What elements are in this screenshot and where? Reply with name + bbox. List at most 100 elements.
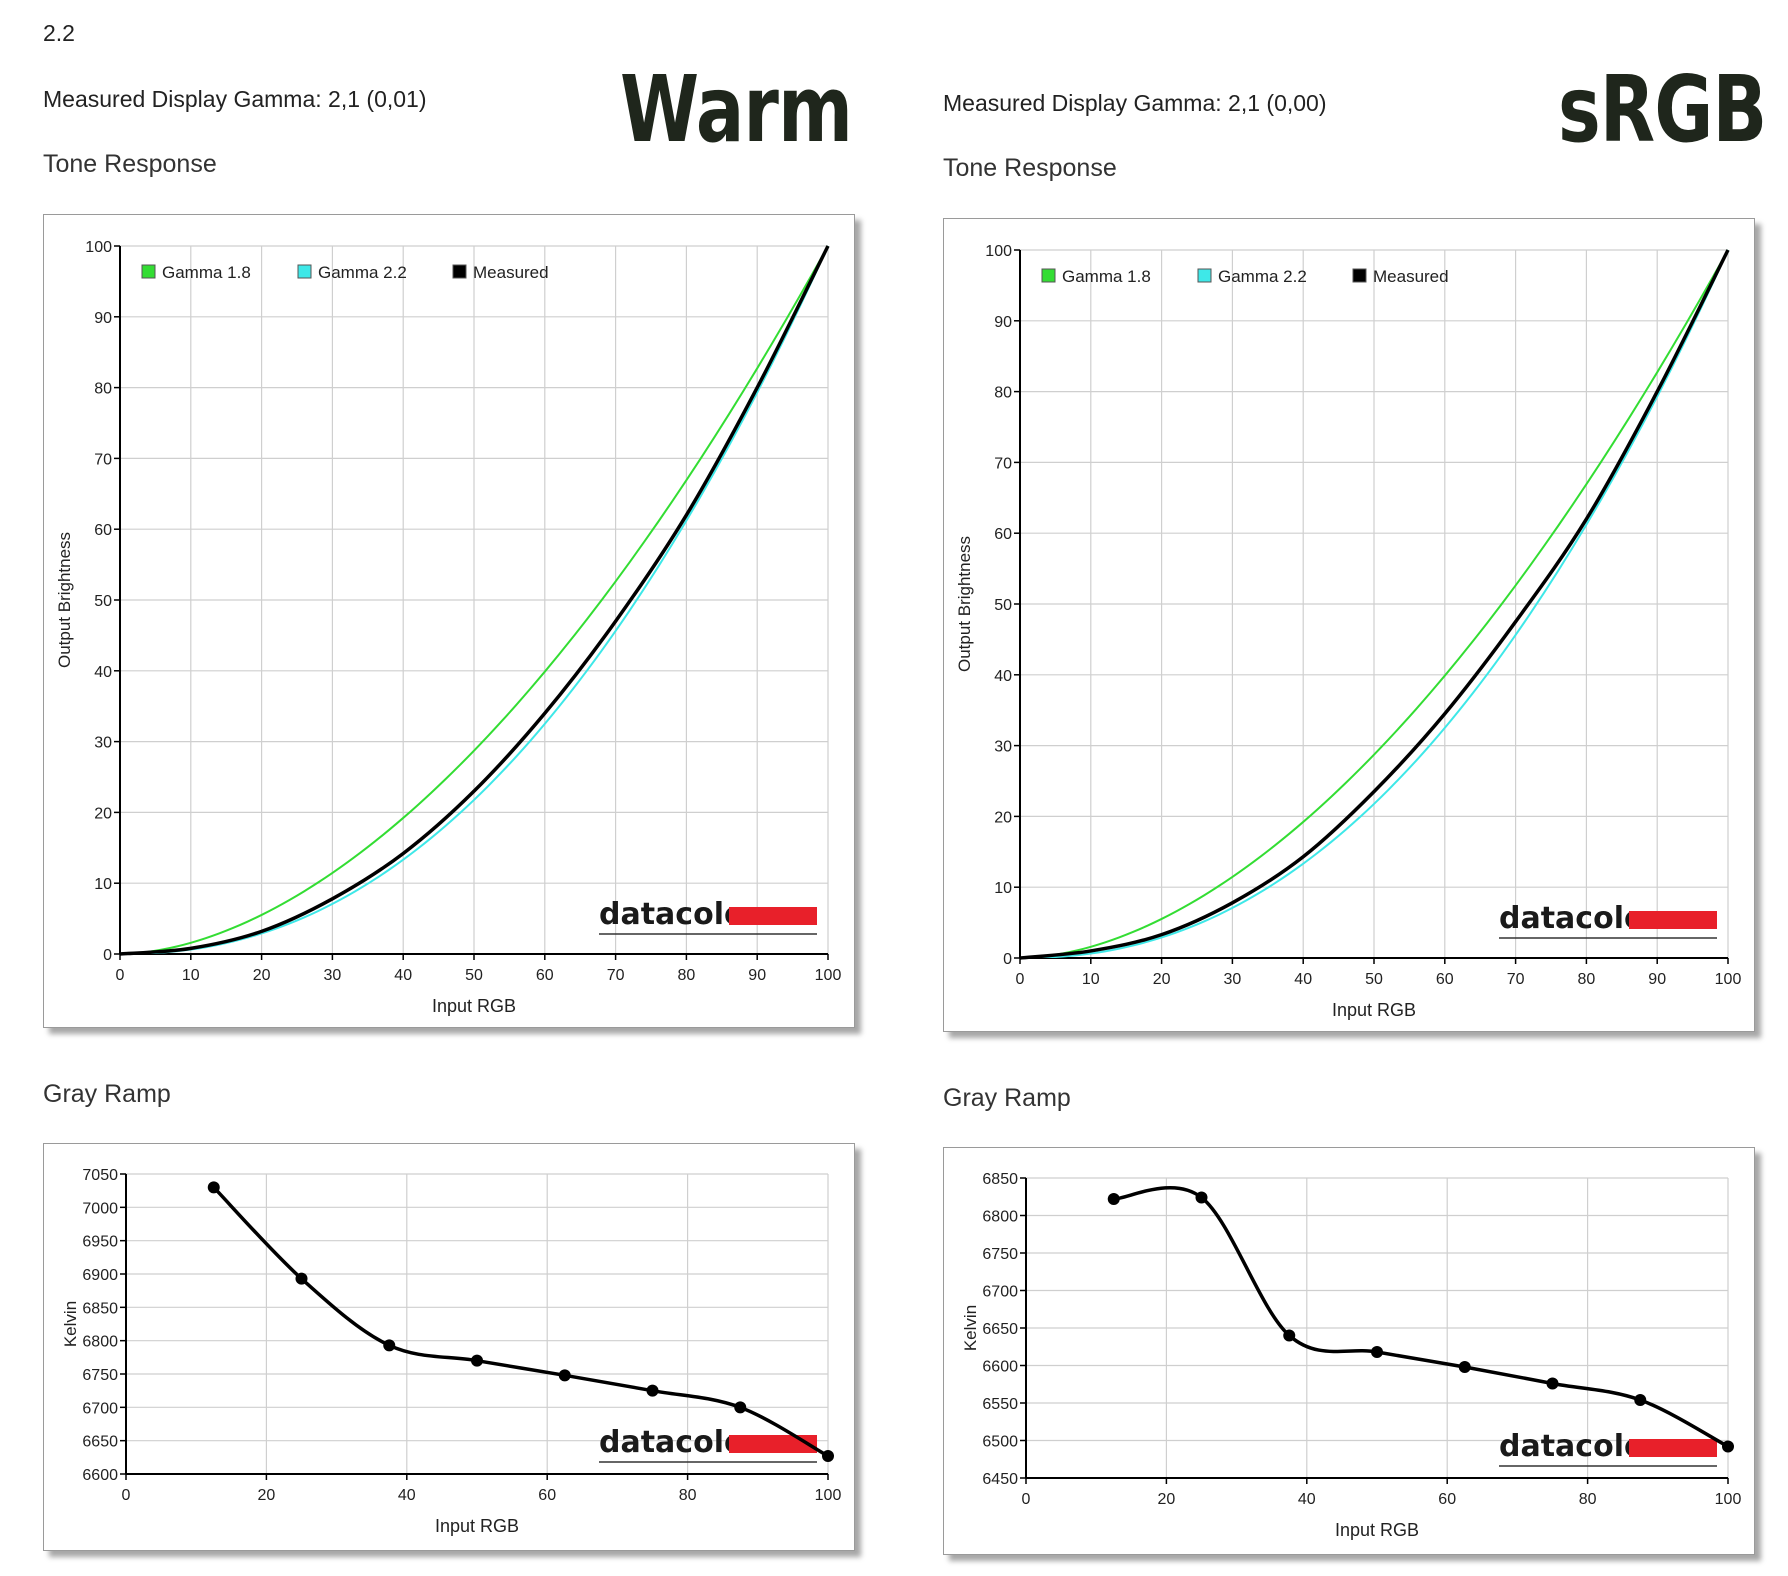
y-axis-title: Output Brightness <box>955 536 974 672</box>
legend-swatch <box>453 265 466 278</box>
data-point <box>1371 1346 1383 1358</box>
legend-swatch <box>1353 269 1366 282</box>
x-axis-title: Input RGB <box>1335 1520 1419 1540</box>
legend-label: Gamma 2.2 <box>318 263 407 282</box>
y-tick-label: 100 <box>85 239 112 256</box>
x-tick-label: 20 <box>1153 971 1171 988</box>
datacolor-logo: datacolor <box>1499 1429 1717 1466</box>
x-tick-label: 90 <box>748 967 766 984</box>
y-tick-label: 6950 <box>82 1234 118 1251</box>
y-tick-label: 90 <box>994 314 1012 331</box>
x-tick-label: 80 <box>678 967 696 984</box>
x-tick-label: 20 <box>1158 1491 1176 1508</box>
legend-label: Gamma 2.2 <box>1218 267 1307 286</box>
legend-swatch <box>1198 269 1211 282</box>
x-tick-label: 80 <box>1579 1491 1597 1508</box>
y-tick-label: 40 <box>994 668 1012 685</box>
version-label: 2.2 <box>43 20 75 47</box>
y-tick-label: 10 <box>94 876 112 893</box>
y-tick-label: 6500 <box>982 1434 1018 1451</box>
y-axis-title: Kelvin <box>961 1305 980 1351</box>
y-tick-label: 6650 <box>82 1434 118 1451</box>
y-tick-label: 6700 <box>82 1400 118 1417</box>
x-tick-label: 60 <box>538 1487 556 1504</box>
x-tick-label: 100 <box>815 1487 842 1504</box>
tone-response-panel-srgb: 0 10 20 30 40 50 60 70 80 90 100 0 10 20 30 40 50 60 70 80 9… <box>943 218 1755 1032</box>
legend-label: Measured <box>1373 267 1449 286</box>
y-tick-label: 6850 <box>82 1300 118 1317</box>
legend-label: Gamma 1.8 <box>1062 267 1151 286</box>
gray-ramp-panel-warm: 0 20 40 60 80 100 6600 6650 6700 6750 6800 6850 6900… <box>43 1143 855 1551</box>
y-tick-label: 0 <box>103 947 112 964</box>
y-tick-label: 40 <box>94 664 112 681</box>
legend-item: Measured <box>1353 267 1449 286</box>
y-tick-label: 6850 <box>982 1171 1018 1188</box>
series-line-kelvin <box>214 1187 828 1456</box>
tone-response-chart-srgb: 0 10 20 30 40 50 60 70 80 90 100 0 10 20 30 40 50 60 70 80 9… <box>944 219 1754 1031</box>
y-tick-label: 6450 <box>982 1471 1018 1488</box>
legend-item: Gamma 2.2 <box>298 263 407 282</box>
x-tick-label: 70 <box>607 967 625 984</box>
x-tick-label: 40 <box>394 967 412 984</box>
x-tick-label: 20 <box>258 1487 276 1504</box>
gray-ramp-panel-srgb: 0 20 40 60 80 100 6450 6500 6550 6600 6650 6700 6750… <box>943 1147 1755 1555</box>
tone-response-heading-srgb: Tone Response <box>943 154 1117 183</box>
x-tick-label: 10 <box>182 967 200 984</box>
legend-item: Gamma 1.8 <box>142 263 251 282</box>
gray-ramp-heading-srgb: Gray Ramp <box>943 1084 1071 1113</box>
y-tick-label: 100 <box>985 243 1012 260</box>
x-tick-label: 30 <box>324 967 342 984</box>
data-point <box>1283 1330 1295 1342</box>
y-tick-label: 6600 <box>82 1467 118 1484</box>
legend-swatch <box>142 265 155 278</box>
y-tick-label: 60 <box>94 522 112 539</box>
x-tick-label: 40 <box>398 1487 416 1504</box>
gray-ramp-heading-warm: Gray Ramp <box>43 1080 171 1109</box>
x-tick-label: 30 <box>1224 971 1242 988</box>
gray-ramp-chart-srgb: 0 20 40 60 80 1006450650065506600665067006750… <box>944 1148 1754 1554</box>
y-tick-label: 90 <box>94 310 112 327</box>
data-point <box>559 1369 571 1381</box>
y-tick-label: 80 <box>94 381 112 398</box>
datacolor-logo-bar <box>729 1435 817 1453</box>
y-tick-label: 60 <box>994 526 1012 543</box>
x-tick-label: 0 <box>116 967 125 984</box>
y-tick-label: 70 <box>994 455 1012 472</box>
y-tick-label: 6600 <box>982 1359 1018 1376</box>
tone-response-heading-warm: Tone Response <box>43 150 217 179</box>
y-tick-label: 7000 <box>82 1200 118 1217</box>
y-tick-label: 6800 <box>82 1334 118 1351</box>
y-axis-title: Output Brightness <box>55 532 74 668</box>
data-point <box>208 1181 220 1193</box>
y-tick-label: 6700 <box>982 1284 1018 1301</box>
x-tick-label: 100 <box>815 967 842 984</box>
series-line-kelvin <box>1114 1188 1728 1447</box>
x-tick-label: 60 <box>1438 1491 1456 1508</box>
y-tick-label: 6750 <box>82 1367 118 1384</box>
y-tick-label: 6900 <box>82 1267 118 1284</box>
y-tick-label: 70 <box>94 451 112 468</box>
x-tick-label: 90 <box>1648 971 1666 988</box>
legend-item: Gamma 1.8 <box>1042 267 1151 286</box>
y-tick-label: 7050 <box>82 1167 118 1184</box>
gray-ramp-chart-warm: 0 20 40 60 80 100 6600 6650 6700 6750 6800 6850 6900… <box>44 1144 854 1550</box>
x-tick-label: 10 <box>1082 971 1100 988</box>
y-tick-label: 10 <box>994 880 1012 897</box>
legend-item: Gamma 2.2 <box>1198 267 1307 286</box>
x-tick-label: 0 <box>122 1487 131 1504</box>
x-axis-title: Input RGB <box>1332 1000 1416 1020</box>
y-tick-label: 6800 <box>982 1209 1018 1226</box>
x-tick-label: 80 <box>679 1487 697 1504</box>
y-tick-label: 30 <box>994 739 1012 756</box>
tone-response-chart-warm: 0 10 20 30 40 50 60 70 80 90 100 0 10 20 30 40 50 60 70 80 9… <box>44 215 854 1027</box>
x-tick-label: 100 <box>1715 1491 1742 1508</box>
x-tick-label: 70 <box>1507 971 1525 988</box>
data-point <box>734 1401 746 1413</box>
legend-swatch <box>1042 269 1055 282</box>
data-point <box>296 1273 308 1285</box>
y-tick-label: 50 <box>994 597 1012 614</box>
x-tick-label: 100 <box>1715 971 1742 988</box>
data-point <box>822 1450 834 1462</box>
x-tick-label: 80 <box>1578 971 1596 988</box>
x-tick-label: 50 <box>465 967 483 984</box>
